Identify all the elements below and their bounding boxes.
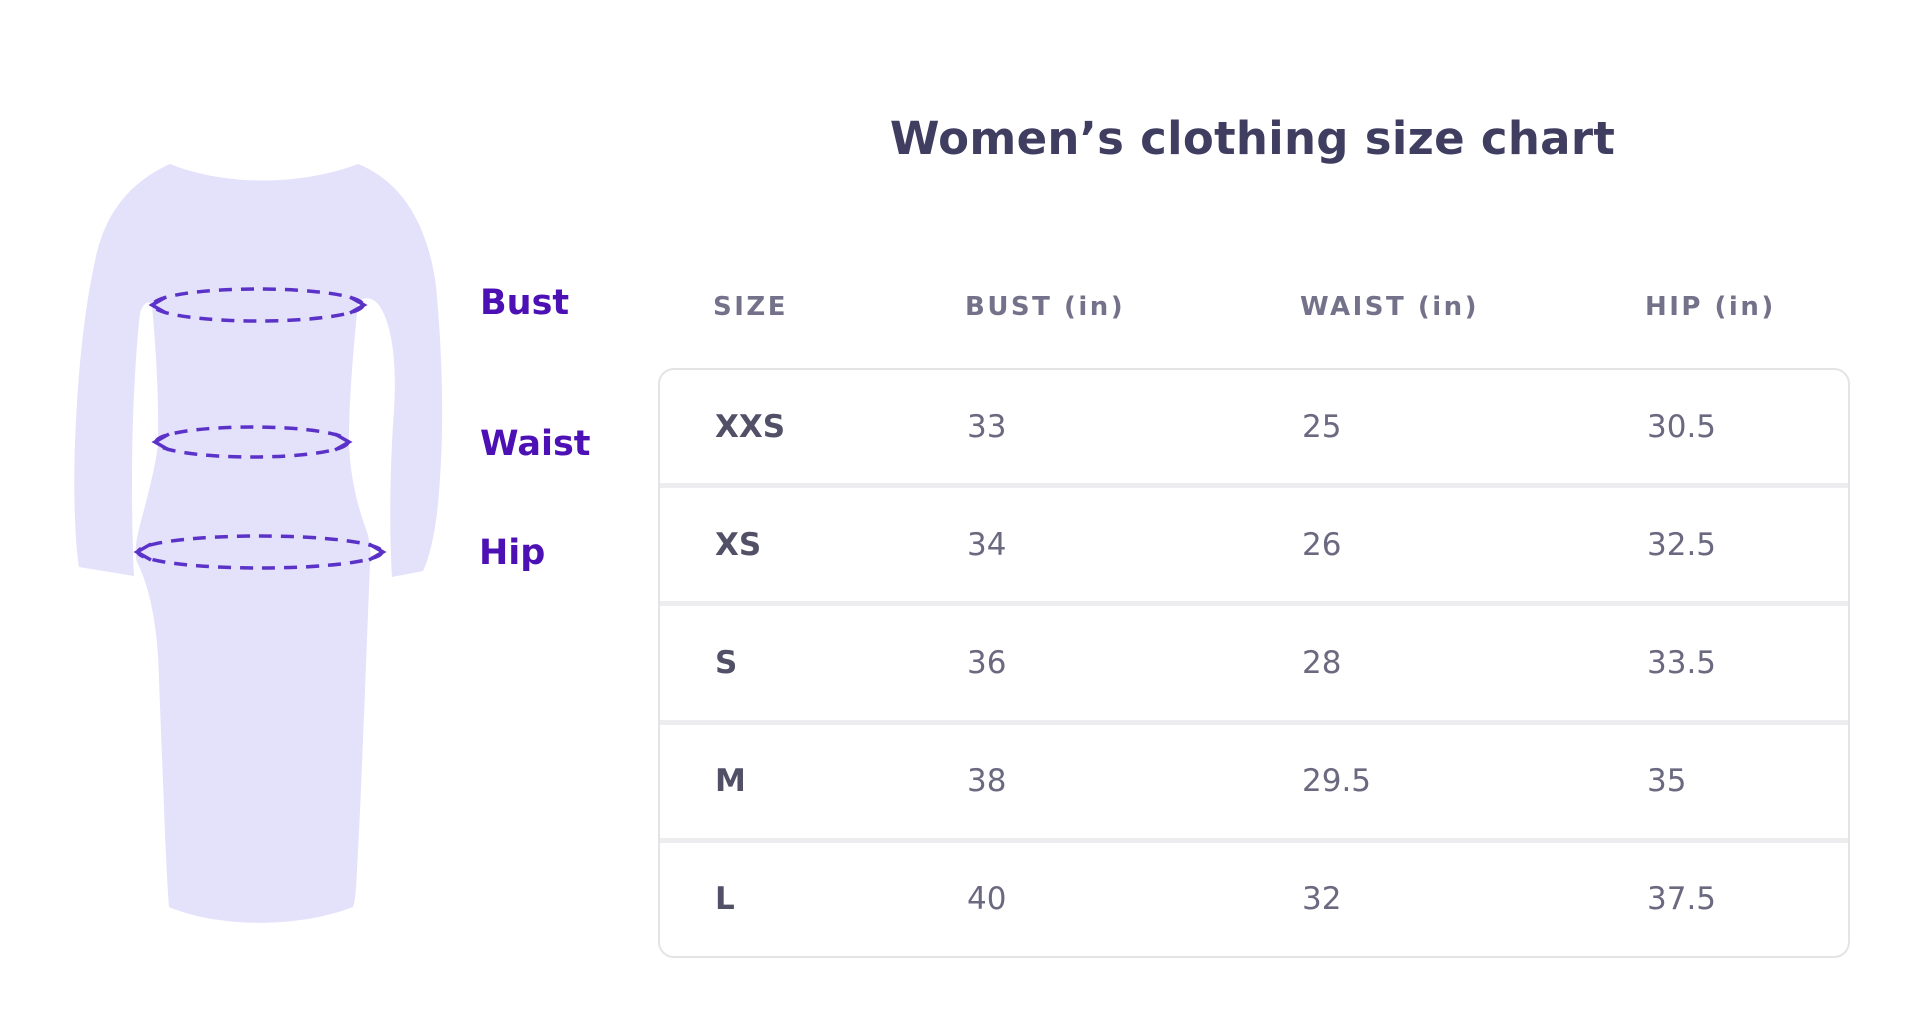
waist-cell: 32 — [1302, 881, 1342, 918]
column-header-bust: BUST (in) — [965, 292, 1126, 322]
size-cell: L — [715, 881, 735, 918]
hip-arrowheads — [133, 542, 387, 562]
column-header-waist: WAIST (in) — [1300, 292, 1480, 322]
hip-cell: 32.5 — [1647, 526, 1717, 563]
hip-cell: 37.5 — [1647, 881, 1717, 918]
table-row: L 40 32 37.5 — [660, 837, 1848, 956]
dress-silhouette-illustration — [74, 164, 443, 923]
bust-label: Bust — [480, 283, 570, 323]
waist-cell: 25 — [1302, 408, 1342, 445]
waist-arrowheads — [151, 432, 353, 452]
bust-cell: 34 — [967, 526, 1007, 563]
hip-cell: 33.5 — [1647, 645, 1717, 681]
page-title: Women’s clothing size chart — [889, 112, 1616, 165]
size-table-card: XXS 33 25 30.5 XS 34 26 32.5 S 36 28 33.… — [658, 368, 1850, 958]
bust-cell: 36 — [967, 645, 1007, 681]
dress-shape — [74, 164, 443, 923]
bust-cell: 38 — [967, 763, 1007, 800]
table-header-row: SIZE BUST (in) WAIST (in) HIP (in) — [658, 292, 1850, 322]
column-header-size: SIZE — [713, 292, 789, 322]
size-cell: S — [715, 645, 738, 681]
bust-cell: 33 — [967, 408, 1007, 445]
size-cell: M — [715, 763, 746, 800]
bust-cell: 40 — [967, 881, 1007, 918]
hip-cell: 35 — [1647, 763, 1687, 800]
bust-arrowheads — [148, 295, 368, 315]
size-cell: XXS — [715, 408, 786, 445]
waist-cell: 26 — [1302, 526, 1342, 563]
hip-label: Hip — [479, 533, 546, 573]
table-row: XS 34 26 32.5 — [660, 483, 1848, 601]
hip-cell: 30.5 — [1647, 408, 1717, 445]
table-row: XXS 33 25 30.5 — [660, 370, 1848, 483]
table-row: M 38 29.5 35 — [660, 719, 1848, 838]
waist-cell: 29.5 — [1302, 763, 1372, 800]
waist-label: Waist — [480, 424, 591, 464]
column-header-hip: HIP (in) — [1645, 292, 1776, 322]
table-row: S 36 28 33.5 — [660, 601, 1848, 719]
size-cell: XS — [715, 526, 762, 563]
waist-cell: 28 — [1302, 645, 1342, 681]
